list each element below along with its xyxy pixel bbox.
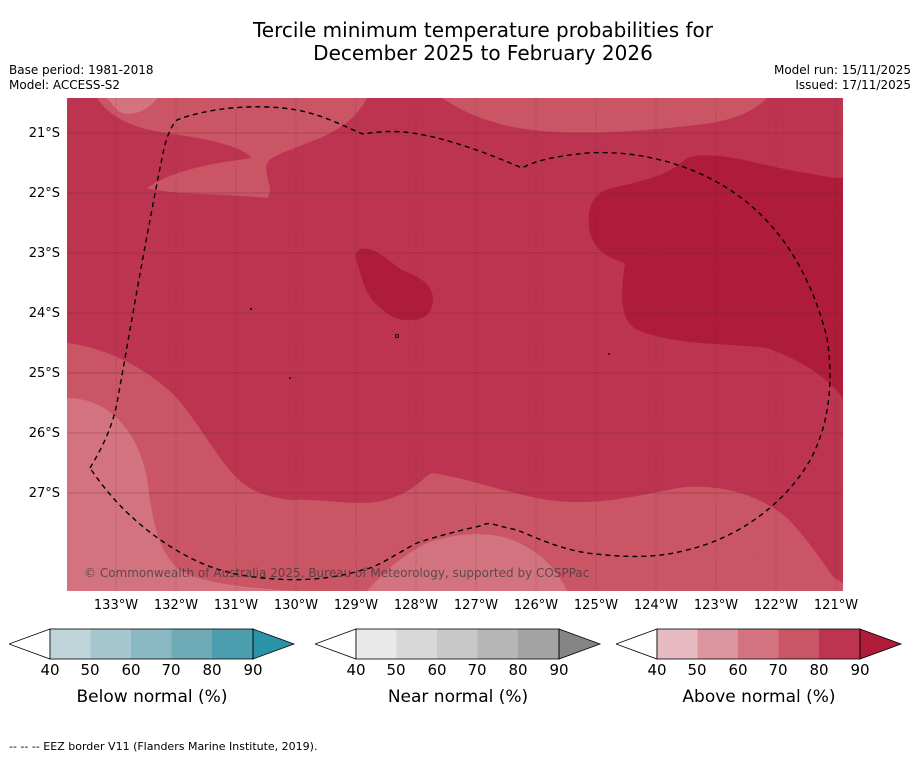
- cb-above-tick-70: 70: [768, 661, 788, 679]
- cb-above-seg-3: [738, 629, 779, 659]
- model-name: Model: ACCESS-S2: [9, 78, 121, 92]
- cb-below-arrow-left: [9, 628, 51, 660]
- issued-date: Issued: 17/11/2025: [795, 78, 911, 92]
- lat-label-21s: 21°S: [28, 126, 60, 141]
- cb-near-seg-2: [396, 629, 437, 659]
- eez-legend-note: -- -- -- EEZ border V11 (Flanders Marine…: [9, 740, 318, 753]
- cb-below-tick-90: 90: [243, 661, 263, 679]
- cb-below-seg-4: [171, 629, 212, 659]
- cb-below-arrow-right: [252, 628, 296, 660]
- cb-near-tick-80: 80: [508, 661, 528, 679]
- region-70-80-north: [442, 98, 767, 133]
- lon-label-128w: 128°W: [393, 598, 439, 613]
- colorbar-near-normal: [315, 628, 602, 660]
- probability-map: © Commonwealth of Australia 2025, Bureau…: [67, 98, 843, 591]
- lat-label-23s: 23°S: [28, 246, 60, 261]
- cb-near-tick-60: 60: [427, 661, 447, 679]
- region-60-70-sw-corner: [67, 518, 79, 528]
- cb-above-seg-5: [819, 629, 860, 659]
- lon-label-124w: 124°W: [633, 598, 679, 613]
- region-60-70-southwest: [67, 398, 297, 591]
- cb-near-seg-3: [437, 629, 478, 659]
- graticule: [67, 98, 843, 591]
- region-60-70-northwest: [107, 98, 157, 114]
- cb-below-seg-2: [90, 629, 131, 659]
- colorbar-above-normal: [616, 628, 903, 660]
- island: [608, 353, 610, 355]
- cb-above-tick-90: 90: [850, 661, 870, 679]
- lon-label-130w: 130°W: [273, 598, 319, 613]
- cb-above-arrow-left: [616, 628, 658, 660]
- island: [289, 377, 291, 379]
- cb-above-tick-60: 60: [728, 661, 748, 679]
- lat-label-27s: 27°S: [28, 486, 60, 501]
- cb-above-arrow-right: [859, 628, 903, 660]
- lon-label-123w: 123°W: [693, 598, 739, 613]
- cb-near-tick-90: 90: [549, 661, 569, 679]
- cb-near-arrow-right: [558, 628, 602, 660]
- lon-label-125w: 125°W: [573, 598, 619, 613]
- region-70-80-northwest: [97, 98, 367, 198]
- model-run: Model run: 15/11/2025: [773, 63, 911, 77]
- lon-label-131w: 131°W: [213, 598, 259, 613]
- title-line-1: Tercile minimum temperature probabilitie…: [252, 18, 714, 42]
- cb-below-seg-3: [131, 629, 172, 659]
- lon-label-121w: 121°W: [813, 598, 859, 613]
- cb-above-outline: [656, 628, 861, 660]
- region-60-70-south: [367, 534, 567, 591]
- cb-near-outline: [355, 628, 560, 660]
- meta-right: Model run: 15/11/2025 Issued: 17/11/2025: [774, 63, 911, 93]
- cb-near-tick-40: 40: [346, 661, 366, 679]
- cb-below-title: Below normal (%): [76, 687, 228, 707]
- cb-near-seg-4: [477, 629, 518, 659]
- region-70-80-southeast: [627, 557, 843, 591]
- lon-label-127w: 127°W: [453, 598, 499, 613]
- cb-above-tick-40: 40: [647, 661, 667, 679]
- cb-above-seg-2: [697, 629, 738, 659]
- eez-border: [89, 106, 831, 581]
- cb-near-tick-50: 50: [386, 661, 406, 679]
- cb-near-arrow-left: [315, 628, 357, 660]
- lat-label-24s: 24°S: [28, 306, 60, 321]
- cb-near-seg-5: [518, 629, 559, 659]
- lat-label-22s: 22°S: [28, 186, 60, 201]
- lat-label-26s: 26°S: [28, 426, 60, 441]
- lon-label-132w: 132°W: [153, 598, 199, 613]
- region-90-east: [588, 155, 843, 398]
- base-period: Base period: 1981-2018: [9, 63, 154, 77]
- cb-near-seg-1: [356, 629, 397, 659]
- cb-below-tick-80: 80: [202, 661, 222, 679]
- lon-label-126w: 126°W: [513, 598, 559, 613]
- cb-above-tick-80: 80: [809, 661, 829, 679]
- cb-below-tick-40: 40: [40, 661, 60, 679]
- cb-above-seg-1: [657, 629, 698, 659]
- lon-label-122w: 122°W: [753, 598, 799, 613]
- title-line-2: December 2025 to February 2026: [313, 41, 653, 65]
- lat-label-25s: 25°S: [28, 366, 60, 381]
- island: [394, 333, 399, 338]
- cb-near-tick-70: 70: [467, 661, 487, 679]
- lon-label-129w: 129°W: [333, 598, 379, 613]
- region-90-center: [355, 248, 433, 321]
- colorbar-below-normal: [9, 628, 296, 660]
- cb-near-title: Near normal (%): [387, 687, 529, 707]
- meta-left: Base period: 1981-2018 Model: ACCESS-S2: [9, 63, 154, 93]
- region-70-80-southwest: [67, 343, 843, 591]
- cb-below-tick-50: 50: [80, 661, 100, 679]
- cb-below-tick-70: 70: [161, 661, 181, 679]
- cb-above-title: Above normal (%): [682, 687, 836, 707]
- cb-above-tick-50: 50: [687, 661, 707, 679]
- lon-label-133w: 133°W: [93, 598, 139, 613]
- copyright-text: © Commonwealth of Australia 2025, Bureau…: [84, 566, 589, 580]
- cb-below-tick-60: 60: [121, 661, 141, 679]
- chart-title: Tercile minimum temperature probabilitie…: [0, 19, 919, 65]
- cb-below-seg-1: [50, 629, 91, 659]
- cb-below-seg-5: [212, 629, 253, 659]
- island: [250, 308, 252, 310]
- cb-below-outline: [49, 628, 254, 660]
- cb-above-seg-4: [778, 629, 819, 659]
